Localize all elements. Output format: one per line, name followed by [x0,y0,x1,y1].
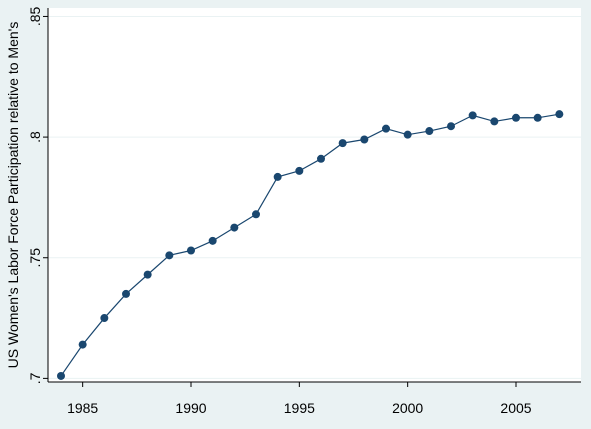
data-point [555,110,564,119]
data-point [78,340,87,349]
data-point [447,122,455,131]
data-point [403,130,412,139]
data-point [273,172,282,181]
y-tick-label: .75 [27,248,43,268]
data-point [165,251,174,260]
x-tick-label: 1990 [175,400,206,416]
data-point [360,135,369,144]
x-tick-label: 2000 [392,400,423,416]
data-point [295,166,304,175]
data-point [512,113,520,122]
data-point [122,289,130,298]
data-point [252,210,260,219]
data-point [490,117,499,126]
data-point [317,154,325,163]
y-tick-label: .85 [27,7,43,27]
axes: .7 .75 .8 .85 1985 1990 1995 2000 2005 [27,7,581,416]
data-point [187,246,195,255]
data-point [338,139,347,148]
x-tick-label: 2005 [500,400,531,416]
y-tick-label: .8 [27,131,43,143]
y-axis-label: US Women's Labor Force Participation rel… [5,22,21,369]
data-point [468,111,477,120]
data-point [425,127,434,136]
data-point [382,124,390,133]
data-point [533,113,542,122]
data-point [208,236,217,245]
data-point [57,371,65,380]
gridlines [48,15,581,379]
data-point [143,270,152,279]
y-tick-label: .7 [27,372,43,384]
x-tick-label: 1995 [284,400,315,416]
x-tick-label: 1985 [67,400,98,416]
plot-area [48,8,581,382]
data-point [230,223,239,232]
series-layer [57,110,564,380]
data-point [100,314,109,323]
